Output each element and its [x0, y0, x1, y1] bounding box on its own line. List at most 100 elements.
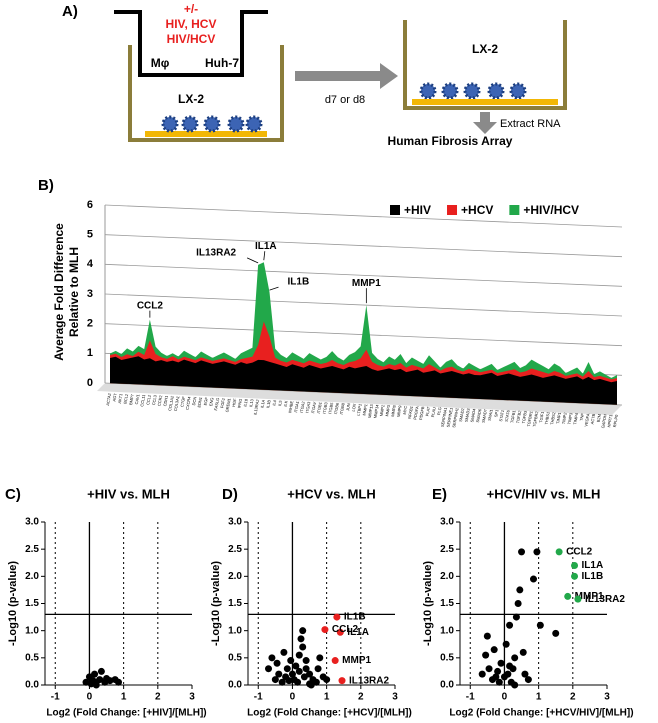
point-label: MMP1 — [342, 655, 371, 666]
x-tick-label: PDGFA — [412, 405, 419, 420]
point — [492, 673, 500, 681]
x-tick-label: CCL2 — [145, 394, 152, 406]
x-tick-label: IL1B — [265, 399, 271, 408]
point — [497, 659, 505, 667]
y-tick-label: 2.5 — [440, 544, 454, 555]
x-tick-label: CTGF — [179, 395, 186, 407]
x-tick-label: HGF — [231, 397, 237, 407]
panel-label: B) — [38, 177, 54, 194]
x-tick-label: MMP14 — [372, 403, 379, 418]
x-tick-label: STAT6 — [504, 409, 511, 422]
point — [518, 548, 526, 556]
x-tick-label: ITGA2 — [299, 400, 306, 413]
y-tick-label: 1.5 — [25, 598, 39, 609]
x-tick-label: SERPINH1 — [451, 407, 460, 428]
legend-label: +HCV — [461, 203, 493, 217]
x-tick-label: IL13RA2 — [253, 398, 261, 415]
y-tick-label: 0.0 — [440, 680, 454, 691]
plot-title: +HCV vs. MLH — [287, 486, 376, 501]
point — [323, 676, 331, 684]
point — [519, 648, 527, 656]
y-tick-label: 2.5 — [25, 544, 39, 555]
point-label: IL1B — [344, 612, 366, 623]
y-tick-label: 0 — [87, 377, 93, 389]
panel-label: A) — [62, 3, 78, 20]
x-tick-label: IL13 — [248, 398, 254, 407]
x-tick-label: SMAD2 — [458, 407, 465, 422]
well — [128, 45, 284, 142]
x-tick-label: TGFB2 — [515, 409, 522, 423]
x-tick-label: THBS1 — [544, 411, 551, 425]
point — [506, 621, 514, 629]
annotation: IL1A — [255, 241, 277, 252]
point — [336, 628, 344, 636]
x-tick-label: ITGA1 — [293, 400, 300, 413]
annotation-line — [263, 251, 266, 261]
x-tick-label: SMAD4 — [469, 407, 476, 422]
y-axis-label: -Log10 (p-value) — [210, 561, 222, 646]
x-tick-label: 0 — [502, 692, 508, 703]
x-tick-label: -1 — [466, 692, 475, 703]
point — [478, 670, 486, 678]
y-tick-label: 1.5 — [228, 598, 242, 609]
point — [555, 548, 563, 556]
grid-line — [104, 293, 623, 317]
x-tick-label: 3 — [604, 692, 610, 703]
plot-title: +HIV vs. MLH — [87, 486, 170, 501]
point — [297, 635, 305, 643]
x-tick-label: 2 — [155, 692, 161, 703]
point — [271, 676, 279, 684]
y-tick-label: 3 — [87, 288, 93, 300]
point — [275, 670, 283, 678]
legend-swatch — [509, 205, 520, 215]
x-tick-label: 3 — [392, 692, 398, 703]
x-tick-label: IL5 — [277, 399, 283, 406]
point — [273, 659, 281, 667]
x-tick-label: ACTB — [589, 413, 596, 425]
point — [316, 654, 324, 662]
point — [96, 676, 104, 684]
x-tick-label: -1 — [254, 692, 263, 703]
x-tick-label: SMAD6 — [475, 408, 482, 423]
x-tick-label: IFNG — [236, 398, 243, 408]
point — [564, 592, 572, 600]
legend-swatch — [447, 205, 458, 215]
x-tick-label: PLAT — [424, 406, 431, 417]
x-tick-label: SMAD7 — [481, 408, 488, 423]
x-tick-label: TIMP2 — [561, 411, 568, 424]
x-tick-label: PLG — [436, 407, 442, 416]
point — [574, 595, 582, 603]
x-tick-label: RPLP0 — [612, 414, 619, 428]
point — [494, 667, 502, 675]
point — [514, 600, 522, 607]
x-tick-label: LOX — [351, 403, 357, 412]
x-tick-label: 1 — [536, 692, 542, 703]
point — [338, 677, 346, 685]
point — [530, 575, 537, 583]
well — [403, 20, 567, 110]
y-tick-label: 2.0 — [440, 571, 454, 582]
x-tick-label: 3 — [189, 692, 195, 703]
x-tick-label: TGFB1 — [509, 409, 516, 423]
insert-text: HIV, HCV — [166, 17, 217, 31]
x-tick-label: SNAI1 — [487, 408, 494, 421]
point — [504, 670, 512, 678]
x-tick-label: -1 — [51, 692, 60, 703]
y-tick-label: 2.5 — [228, 544, 242, 555]
point — [502, 640, 510, 648]
panel-a: A) +/- HIV, HCV HIV/HCV Mφ Huh-7 LX-2 d7… — [62, 2, 567, 148]
x-tick-label: SERPINE1 — [445, 406, 453, 427]
point — [511, 681, 519, 689]
x-tick-label: EDN1 — [196, 396, 203, 408]
x-tick-label: SMAD3 — [464, 407, 471, 422]
y-tick-label: 0.5 — [228, 652, 242, 663]
point — [299, 627, 307, 635]
cell-label: Mφ — [151, 56, 170, 70]
well-label: LX-2 — [472, 42, 498, 56]
x-tick-label: MMP1 — [361, 403, 368, 416]
grid-line — [104, 234, 623, 258]
y-tick-label: 1.5 — [440, 598, 454, 609]
x-tick-label: CCL11 — [139, 393, 146, 407]
point-label: IL1B — [582, 571, 604, 582]
